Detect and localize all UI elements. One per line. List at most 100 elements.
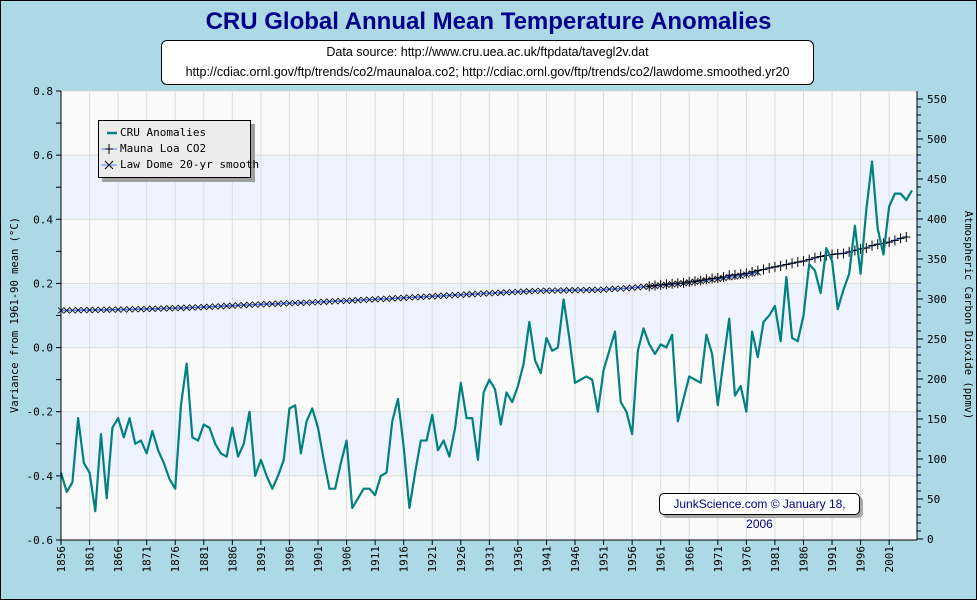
mauna-loa-point xyxy=(770,261,779,272)
y-axis-title: Variance from 1961-90 mean (°C) xyxy=(9,217,21,413)
law-dome-point xyxy=(560,287,567,294)
x-tick-label: 1886 xyxy=(226,546,239,573)
law-dome-point xyxy=(497,289,505,296)
mauna-loa-point xyxy=(833,248,842,259)
mauna-loa-point xyxy=(765,263,774,273)
x-tick-label: 1981 xyxy=(769,546,782,573)
teal-line-icon xyxy=(107,131,117,135)
law-dome-point xyxy=(548,287,556,294)
law-dome-point xyxy=(440,292,447,300)
law-dome-point xyxy=(320,298,328,306)
axes: 1856 1861 1866 1871 1876 1881 1886 1891 1896 1901… xyxy=(27,85,947,573)
law-dome-point xyxy=(451,291,459,299)
legend-item-law-dome: Law Dome 20-yr smooth xyxy=(99,157,259,173)
law-dome-point xyxy=(640,283,647,291)
x-tick-label: 1896 xyxy=(283,546,296,573)
law-dome-point xyxy=(628,284,636,292)
law-dome-point xyxy=(80,306,88,314)
law-dome-point xyxy=(411,293,419,301)
x-tick-label: 1946 xyxy=(569,546,582,573)
law-dome-point xyxy=(371,296,379,303)
mauna-loa-point xyxy=(736,269,745,280)
x-tick-label: 1876 xyxy=(169,546,182,573)
x-tick-label: 1961 xyxy=(655,546,668,573)
law-dome-point xyxy=(177,304,185,312)
x-tick-label: 1941 xyxy=(540,546,553,573)
y2-tick-label: 100 xyxy=(927,453,947,466)
mauna-loa-point xyxy=(742,268,751,279)
law-dome-point xyxy=(269,300,276,308)
x-tick-label: 1966 xyxy=(683,546,696,573)
law-dome-point xyxy=(400,294,407,302)
y-tick-label: 0.8 xyxy=(33,85,53,98)
law-dome-point xyxy=(366,296,373,303)
mauna-loa-point xyxy=(719,272,728,283)
x-tick-label: 1871 xyxy=(141,546,154,573)
legend-item-cru: CRU Anomalies xyxy=(99,125,249,141)
mauna-loa-point xyxy=(793,257,802,268)
law-dome-point xyxy=(423,293,430,300)
mauna-loa-point xyxy=(782,259,791,270)
y2-tick-label: 350 xyxy=(927,253,947,266)
mauna-loa-point xyxy=(816,251,825,262)
law-dome-point xyxy=(514,288,522,296)
law-dome-point xyxy=(611,285,619,293)
law-dome-point xyxy=(63,307,70,314)
x-tick-label: 1866 xyxy=(112,546,125,573)
law-dome-point xyxy=(114,306,122,313)
x-tick-label: 1956 xyxy=(626,546,639,573)
y2-tick-label: 0 xyxy=(927,533,934,546)
y2-tick-label: 300 xyxy=(927,293,947,306)
mauna-loa-point xyxy=(690,276,699,287)
x-tick-label: 1996 xyxy=(855,546,868,573)
law-dome-point xyxy=(137,305,145,313)
law-dome-point xyxy=(503,289,510,296)
law-dome-point xyxy=(577,286,585,294)
law-dome-point xyxy=(594,286,602,294)
x-tick-label: 1991 xyxy=(826,546,839,573)
law-dome-point xyxy=(189,304,196,311)
source-line-1: Data source: http://www.cru.uea.ac.uk/ft… xyxy=(326,45,649,59)
x-tick-label: 1986 xyxy=(797,546,810,573)
mauna-loa-point xyxy=(788,258,797,269)
x-tick-label: 1861 xyxy=(84,546,97,573)
law-dome-point xyxy=(634,284,642,291)
law-dome-point xyxy=(131,305,139,313)
y2-tick-label: 550 xyxy=(927,93,947,106)
law-dome-point xyxy=(86,306,93,314)
y2-axis-title: Atmospheric Carbon Dioxide (ppmv) xyxy=(962,211,974,420)
law-dome-point xyxy=(251,301,259,308)
law-dome-point xyxy=(537,287,545,295)
law-dome-point xyxy=(217,302,225,310)
mauna-loa-point xyxy=(839,248,848,259)
x-tick-label: 1881 xyxy=(198,546,211,573)
law-dome-point xyxy=(554,287,562,294)
y2-tick-label: 50 xyxy=(927,493,940,506)
law-dome-point xyxy=(337,297,345,305)
mauna-loa-point xyxy=(810,252,819,263)
law-dome-point xyxy=(206,303,213,311)
law-dome-point xyxy=(348,297,356,304)
source-line-2: http://cdiac.ornl.gov/ftp/trends/co2/mau… xyxy=(185,65,790,79)
cross-icon xyxy=(101,160,117,170)
mauna-loa-point xyxy=(679,277,688,288)
x-tick-label: 2001 xyxy=(883,546,896,573)
mauna-loa-point xyxy=(748,266,757,277)
law-dome-point xyxy=(394,294,402,302)
law-dome-point xyxy=(291,299,299,307)
x-tick-label: 1911 xyxy=(369,546,382,573)
law-dome-point xyxy=(223,302,230,310)
mauna-loa-point xyxy=(685,276,694,287)
law-dome-point xyxy=(354,296,362,304)
mauna-loa-point xyxy=(713,272,722,283)
law-dome-point xyxy=(474,290,482,298)
y2-tick-label: 250 xyxy=(927,333,947,346)
law-dome-point xyxy=(211,303,219,310)
law-dome-point xyxy=(126,306,133,313)
x-tick-label: 1921 xyxy=(426,546,439,573)
law-dome-point xyxy=(480,290,487,297)
law-dome-point xyxy=(388,295,396,302)
y-tick-label: -0.6 xyxy=(27,534,54,547)
law-dome-point xyxy=(526,288,533,295)
mauna-loa-point xyxy=(896,233,905,244)
